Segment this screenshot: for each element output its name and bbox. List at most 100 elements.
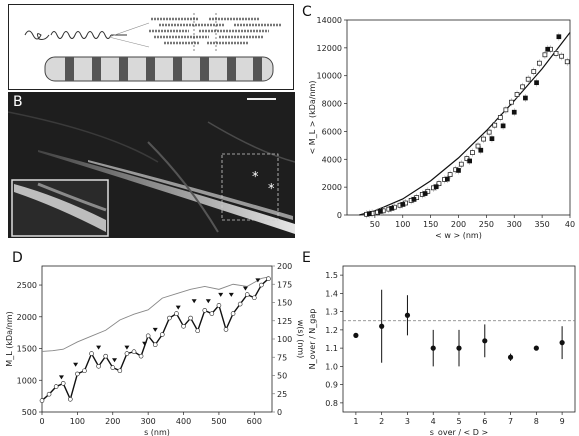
data-point: [404, 312, 411, 318]
data-point-mass: [244, 292, 250, 297]
data-point-open: [408, 198, 414, 203]
y-tick-label: 10000: [317, 72, 342, 81]
triangle-marker: [152, 327, 158, 332]
x-tick-label: 5: [456, 417, 461, 426]
x-tick-label: 6: [482, 417, 487, 426]
data-point-filled: [389, 205, 394, 211]
data-point: [559, 340, 565, 346]
triangle-marker: [124, 345, 130, 350]
data-point-mass: [252, 295, 257, 301]
data-point-filled: [456, 168, 461, 173]
y-axis-label: < M_L > (kDa/nm): [308, 81, 317, 155]
data-point-filled: [534, 80, 539, 86]
triangle-marker: [112, 358, 118, 363]
data-point-mass: [209, 311, 215, 316]
data-point-open: [392, 204, 397, 210]
y-tick-label: 1.4: [325, 289, 338, 298]
data-point-open: [414, 195, 420, 200]
data-point-open: [520, 84, 525, 90]
x-axis-label: s (nm): [144, 428, 170, 436]
data-point-open: [475, 143, 481, 149]
triangle-marker: [218, 292, 224, 297]
data-point-mass: [266, 276, 271, 281]
triangle-marker: [73, 362, 79, 367]
data-point-filled: [511, 109, 517, 115]
x-tick-label: 4: [431, 417, 436, 426]
y-tick-label: 6000: [322, 127, 342, 136]
x-tick-label: 1: [353, 417, 358, 426]
data-point-open: [403, 200, 408, 206]
data-point-open: [397, 202, 403, 208]
data-point-open: [375, 209, 381, 215]
data-point: [379, 323, 385, 329]
data-point-open: [548, 46, 553, 52]
y-tick-label: 1.5: [325, 271, 338, 280]
panel-b-micrograph: B * *: [8, 92, 295, 238]
y-right-tick-label: 50: [277, 372, 287, 381]
data-point-mass: [60, 381, 66, 386]
data-point-filled: [445, 176, 450, 182]
x-tick-label: 300: [141, 417, 156, 426]
triangle-marker: [255, 278, 261, 283]
data-point-open: [486, 129, 492, 135]
data-point-mass: [237, 301, 243, 307]
data-point-mass: [223, 327, 229, 332]
panel-b-letter: B: [13, 94, 23, 110]
data-point-mass: [75, 371, 80, 377]
data-point-mass: [117, 368, 123, 374]
y-tick-label: 1500: [17, 345, 37, 354]
data-point-filled: [366, 211, 372, 217]
data-point-mass: [188, 315, 193, 321]
x-axis-label: s_over / < D >: [430, 428, 488, 436]
data-point-filled: [433, 184, 439, 190]
annotation-asterisk: *: [252, 170, 259, 185]
x-tick-label: 3: [405, 417, 410, 426]
data-point-open: [531, 69, 537, 74]
x-tick-label: 50: [370, 220, 380, 229]
data-point-mass: [46, 391, 52, 397]
data-point: [482, 338, 488, 344]
data-point-open: [509, 99, 514, 105]
data-point-mass: [96, 363, 101, 369]
data-point-mass: [138, 353, 144, 359]
x-tick-label: 7: [508, 417, 513, 426]
triangle-marker: [191, 299, 197, 304]
y-axis-label: N_over / N_gap: [308, 309, 317, 370]
data-point-open: [481, 136, 486, 142]
data-point-open: [369, 210, 375, 216]
data-point-mass: [259, 282, 264, 288]
data-point-open: [492, 122, 498, 128]
data-point-open: [436, 181, 442, 187]
data-point-open: [431, 185, 436, 191]
y-right-tick-label: 25: [277, 390, 287, 399]
x-tick-label: 600: [247, 417, 262, 426]
data-point-mass: [110, 365, 116, 370]
x-tick-label: 40: [565, 220, 575, 229]
series-line-mass: [41, 278, 269, 402]
y-tick-label: 1000: [17, 376, 37, 385]
data-point: [533, 345, 539, 351]
triangle-marker: [175, 305, 181, 310]
data-point-open: [419, 192, 425, 197]
data-point-mass: [167, 315, 172, 321]
fibril-schematic: [24, 13, 281, 82]
triangle-marker: [58, 375, 64, 380]
y-tick-label: 4000: [322, 155, 342, 164]
fibril-thin-2: [207, 121, 295, 163]
data-point-mass: [160, 332, 165, 337]
x-tick-label: 200: [451, 220, 466, 229]
y-tick-label: 0: [337, 211, 342, 220]
data-point: [353, 332, 359, 338]
staggered-molecules: [149, 17, 281, 45]
x-tick-label: 8: [534, 417, 539, 426]
y-axis-label: M_L (kDa/nm): [5, 311, 14, 366]
y-tick-label: 2000: [322, 183, 342, 192]
data-point-mass: [181, 324, 186, 329]
data-point-filled: [411, 197, 417, 202]
data-point-mass: [89, 351, 94, 356]
y-tick-label: 2500: [17, 281, 37, 290]
x-tick-label: 300: [507, 220, 522, 229]
y-tick-label: 12000: [317, 44, 342, 53]
data-point-mass: [195, 328, 200, 334]
data-point-open: [525, 76, 531, 82]
